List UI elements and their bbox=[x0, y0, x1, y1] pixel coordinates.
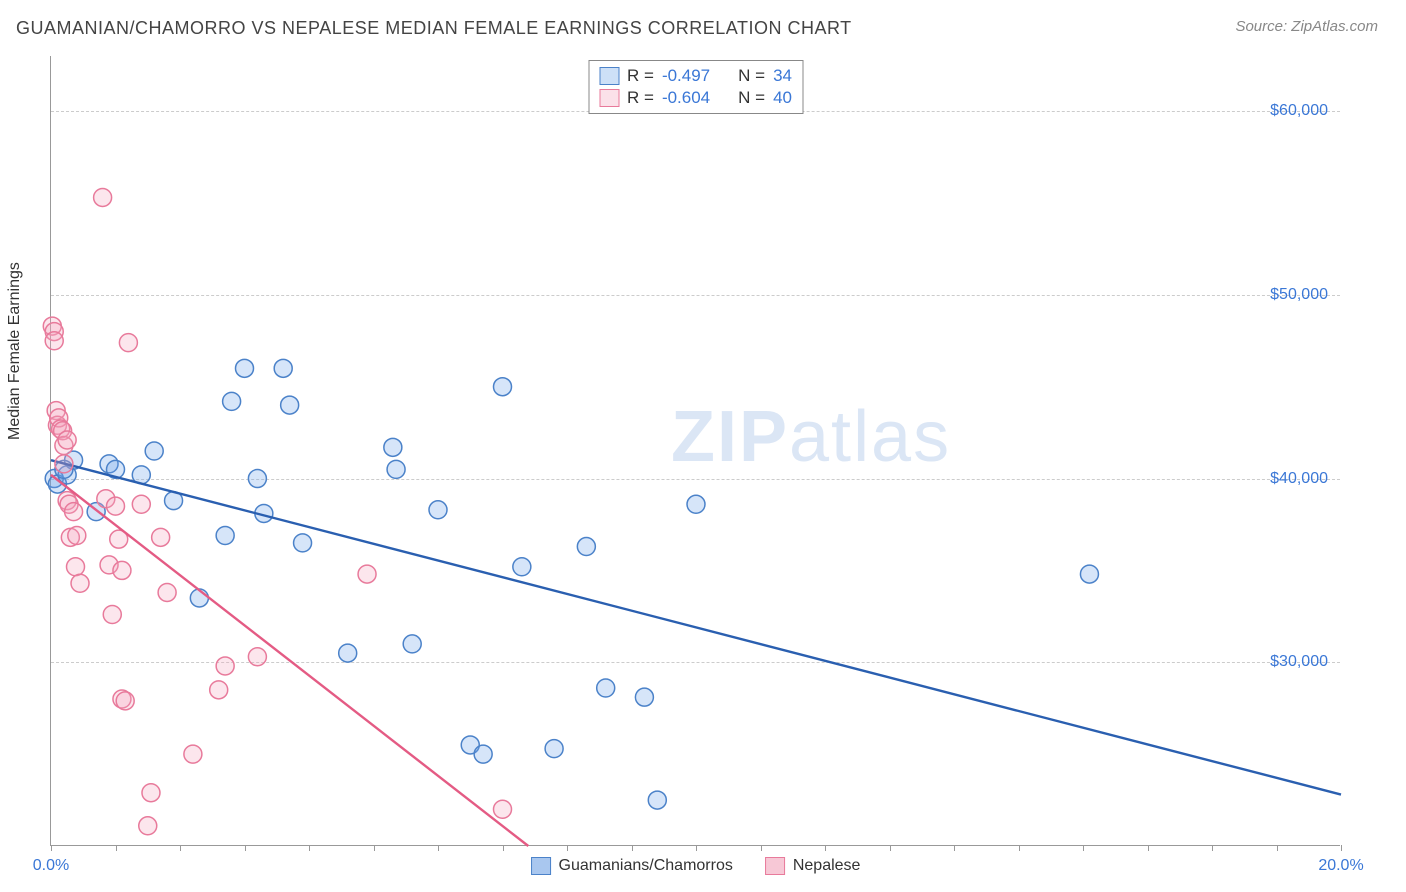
data-point bbox=[145, 442, 163, 460]
plot-area: $30,000$40,000$50,000$60,000 ZIPatlas R … bbox=[50, 56, 1340, 846]
x-tick-label: 0.0% bbox=[33, 857, 69, 875]
data-point bbox=[387, 460, 405, 478]
x-tick bbox=[954, 845, 955, 851]
data-point bbox=[139, 817, 157, 835]
chart-title: GUAMANIAN/CHAMORRO VS NEPALESE MEDIAN FE… bbox=[16, 18, 852, 39]
data-point bbox=[339, 644, 357, 662]
data-point bbox=[403, 635, 421, 653]
data-point bbox=[358, 565, 376, 583]
x-tick bbox=[632, 845, 633, 851]
series-legend: Guamanians/Chamorros Nepalese bbox=[531, 857, 861, 875]
data-point bbox=[58, 431, 76, 449]
data-point bbox=[116, 692, 134, 710]
r-label: R = bbox=[627, 88, 654, 108]
x-tick bbox=[438, 845, 439, 851]
n-label: N = bbox=[738, 66, 765, 86]
x-tick bbox=[51, 845, 52, 851]
x-tick bbox=[825, 845, 826, 851]
data-point bbox=[248, 648, 266, 666]
data-point bbox=[429, 501, 447, 519]
data-point bbox=[67, 558, 85, 576]
n-value: 40 bbox=[773, 88, 792, 108]
r-value: -0.497 bbox=[662, 66, 710, 86]
data-point bbox=[152, 528, 170, 546]
legend-swatch bbox=[765, 857, 785, 875]
x-tick bbox=[1212, 845, 1213, 851]
y-axis-label: Median Female Earnings bbox=[6, 262, 24, 440]
legend-swatch bbox=[599, 89, 619, 107]
data-point bbox=[71, 574, 89, 592]
r-value: -0.604 bbox=[662, 88, 710, 108]
x-tick bbox=[890, 845, 891, 851]
x-tick bbox=[1277, 845, 1278, 851]
correlation-legend: R = -0.497 N = 34 R = -0.604 N = 40 bbox=[588, 60, 803, 114]
data-point bbox=[236, 359, 254, 377]
x-tick bbox=[696, 845, 697, 851]
source-attribution: Source: ZipAtlas.com bbox=[1235, 18, 1378, 35]
data-point bbox=[494, 378, 512, 396]
x-tick bbox=[1148, 845, 1149, 851]
legend-label: Guamanians/Chamorros bbox=[559, 857, 733, 875]
n-label: N = bbox=[738, 88, 765, 108]
x-tick bbox=[245, 845, 246, 851]
data-point bbox=[597, 679, 615, 697]
legend-swatch bbox=[599, 67, 619, 85]
data-point bbox=[474, 745, 492, 763]
x-tick bbox=[1019, 845, 1020, 851]
data-point bbox=[494, 800, 512, 818]
x-tick bbox=[374, 845, 375, 851]
data-point bbox=[132, 495, 150, 513]
data-point bbox=[210, 681, 228, 699]
data-point bbox=[158, 583, 176, 601]
data-point bbox=[687, 495, 705, 513]
data-point bbox=[248, 470, 266, 488]
data-point bbox=[107, 497, 125, 515]
data-point bbox=[1080, 565, 1098, 583]
data-point bbox=[216, 657, 234, 675]
x-tick bbox=[761, 845, 762, 851]
data-point bbox=[281, 396, 299, 414]
x-tick bbox=[503, 845, 504, 851]
data-point bbox=[545, 740, 563, 758]
x-tick bbox=[116, 845, 117, 851]
legend-item: Nepalese bbox=[765, 857, 861, 875]
legend-row: R = -0.604 N = 40 bbox=[599, 87, 792, 109]
data-point bbox=[55, 455, 73, 473]
data-point bbox=[65, 503, 83, 521]
chart-canvas bbox=[51, 56, 1340, 845]
data-point bbox=[113, 561, 131, 579]
data-point bbox=[294, 534, 312, 552]
data-point bbox=[68, 527, 86, 545]
data-point bbox=[184, 745, 202, 763]
x-tick bbox=[1083, 845, 1084, 851]
data-point bbox=[45, 332, 63, 350]
legend-swatch bbox=[531, 857, 551, 875]
data-point bbox=[577, 538, 595, 556]
data-point bbox=[119, 334, 137, 352]
data-point bbox=[223, 392, 241, 410]
data-point bbox=[274, 359, 292, 377]
data-point bbox=[384, 438, 402, 456]
legend-row: R = -0.497 N = 34 bbox=[599, 65, 792, 87]
legend-item: Guamanians/Chamorros bbox=[531, 857, 733, 875]
data-point bbox=[216, 527, 234, 545]
data-point bbox=[635, 688, 653, 706]
x-tick bbox=[1341, 845, 1342, 851]
legend-label: Nepalese bbox=[793, 857, 861, 875]
data-point bbox=[103, 606, 121, 624]
data-point bbox=[648, 791, 666, 809]
data-point bbox=[513, 558, 531, 576]
data-point bbox=[142, 784, 160, 802]
data-point bbox=[94, 188, 112, 206]
trend-line bbox=[51, 475, 528, 846]
x-tick bbox=[309, 845, 310, 851]
x-tick bbox=[180, 845, 181, 851]
x-tick-label: 20.0% bbox=[1318, 857, 1363, 875]
r-label: R = bbox=[627, 66, 654, 86]
n-value: 34 bbox=[773, 66, 792, 86]
x-tick bbox=[567, 845, 568, 851]
